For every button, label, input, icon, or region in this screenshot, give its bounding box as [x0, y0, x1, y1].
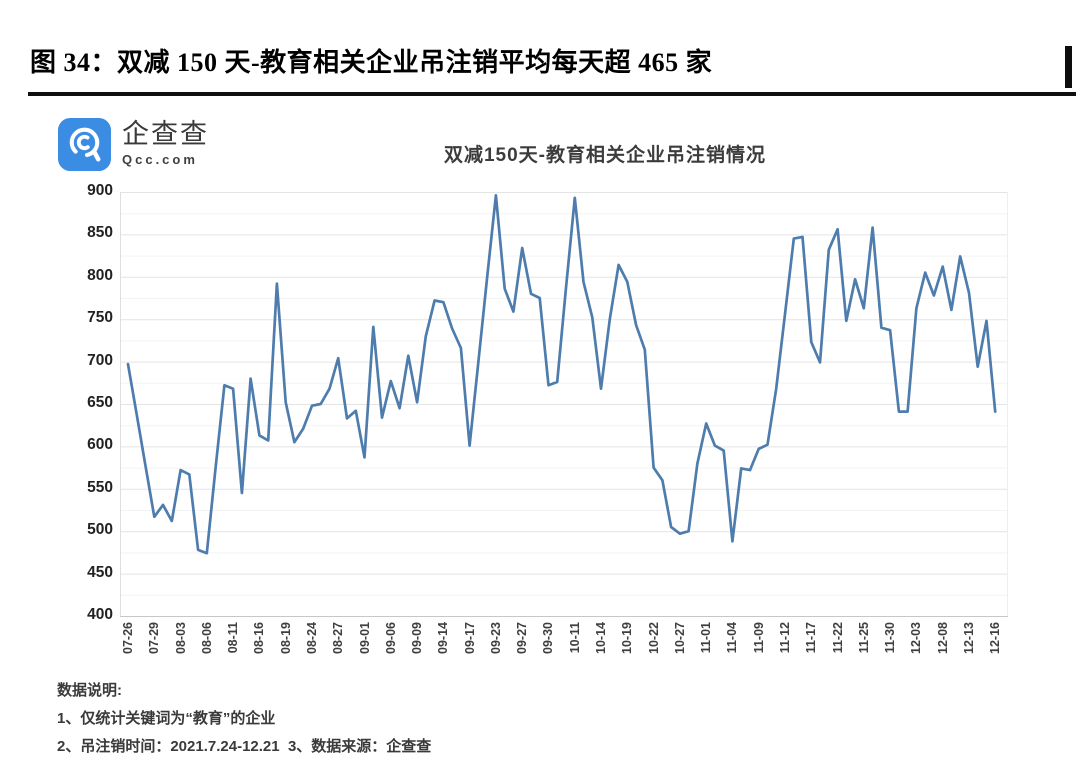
x-axis-tick-label: 09-30: [541, 622, 556, 654]
x-axis-tick-label: 08-03: [173, 622, 188, 654]
x-axis-tick-label: 07-29: [147, 622, 162, 654]
x-axis-tick-label: 07-26: [121, 622, 135, 654]
line-chart-svg: [120, 192, 1008, 617]
notes-line-2: 2、吊注销时间：2021.7.24-12.21 3、数据来源：企查查: [57, 738, 432, 755]
title-rule: [28, 92, 1076, 96]
x-axis-tick-label: 12-08: [935, 622, 950, 654]
plot-area: [120, 192, 1008, 617]
x-axis-tick-label: 12-13: [961, 622, 976, 654]
y-axis-tick-label: 450: [87, 563, 113, 581]
x-axis-tick-label: 11-04: [725, 622, 740, 654]
data-series-line: [126, 194, 997, 555]
x-axis-tick-label: 09-14: [436, 622, 451, 654]
x-axis-tick-label: 09-01: [357, 622, 372, 654]
x-axis-tick-label: 11-30: [883, 622, 898, 654]
x-axis-tick-label: 10-11: [567, 622, 582, 654]
qcc-logo-domain: Qcc.com: [122, 152, 198, 167]
figure-title: 图 34：双减 150 天-教育相关企业吊注销平均每天超 465 家: [30, 48, 713, 77]
x-axis-tick-label: 10-22: [646, 622, 661, 654]
notes-heading: 数据说明:: [57, 682, 122, 699]
x-axis-tick-label: 09-23: [488, 622, 503, 654]
x-axis-tick-label: 11-25: [856, 622, 871, 654]
x-axis-tick-label: 12-16: [988, 622, 1003, 654]
y-axis-tick-label: 500: [87, 521, 113, 539]
x-axis-tick-label: 09-09: [410, 622, 425, 654]
x-axis-tick-label: 11-22: [830, 622, 845, 654]
y-axis-tick-label: 600: [87, 436, 113, 454]
qcc-logo: 企查查 Qcc.com: [58, 118, 209, 171]
x-axis-tick-label: 10-27: [672, 622, 687, 654]
y-axis-tick-label: 400: [87, 606, 113, 623]
x-axis-tick-label: 10-19: [620, 622, 635, 654]
x-axis-tick-label: 12-03: [909, 622, 924, 654]
data-notes: 数据说明: 1、仅统计关键词为“教育”的企业 2、吊注销时间：2021.7.24…: [57, 680, 957, 764]
qcc-logo-name: 企查查: [122, 119, 209, 149]
x-axis-tick-label: 09-27: [515, 622, 530, 654]
x-axis-tick-label: 09-17: [462, 622, 477, 654]
x-axis-tick-label: 09-06: [383, 622, 398, 654]
y-axis-tick-label: 700: [87, 351, 113, 369]
chart-title: 双减150天-教育相关企业吊注销情况: [443, 145, 767, 166]
x-axis-tick-label: 08-24: [304, 622, 319, 654]
qcc-logo-icon: [58, 118, 111, 171]
x-axis-tick-label: 11-12: [778, 622, 792, 654]
x-axis-tick-label: 08-19: [278, 622, 293, 654]
y-axis-tick-label: 550: [87, 478, 113, 496]
x-axis-tick-label: 10-14: [594, 622, 609, 654]
qcc-logo-text: 企查查 Qcc.com: [122, 118, 209, 167]
x-axis-tick-label: 11-01: [699, 622, 714, 654]
y-axis-tick-label: 750: [87, 309, 113, 327]
notes-line-1: 1、仅统计关键词为“教育”的企业: [57, 710, 276, 727]
x-axis-tick-label: 11-09: [751, 622, 766, 654]
x-axis-tick-label: 11-17: [804, 622, 819, 654]
chart-card: 企查查 Qcc.com 双减150天-教育相关企业吊注销情况 900 850 800…: [55, 110, 1040, 676]
y-axis-tick-label: 800: [87, 266, 113, 284]
y-axis-tick-label: 650: [87, 394, 113, 411]
y-axis-tick-label: 850: [87, 224, 113, 242]
x-axis-tick-label: 08-06: [199, 622, 214, 654]
adjacent-column-figure-fragment: [1065, 46, 1072, 88]
x-axis-tick-label: 08-11: [226, 622, 241, 654]
x-axis-tick-label: 08-16: [252, 622, 267, 654]
x-axis-tick-label: 08-27: [331, 622, 346, 654]
y-axis-tick-label: 900: [87, 182, 113, 199]
